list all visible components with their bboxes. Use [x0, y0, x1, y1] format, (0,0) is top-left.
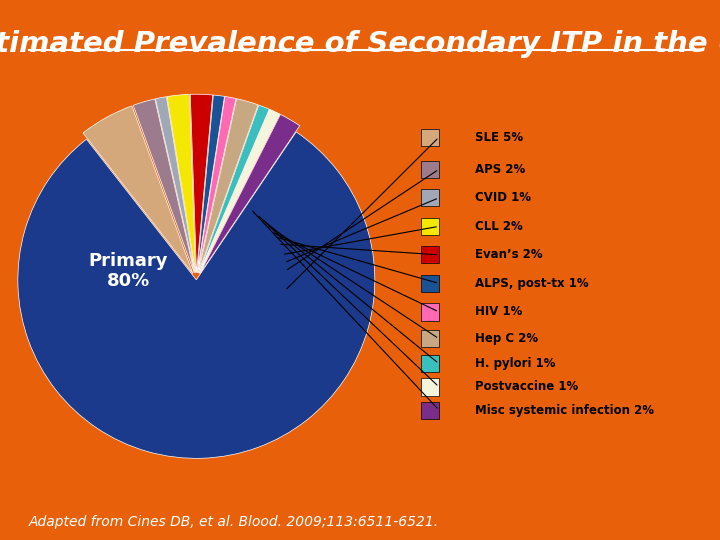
FancyBboxPatch shape — [421, 275, 439, 292]
Wedge shape — [197, 95, 225, 273]
Wedge shape — [198, 99, 258, 273]
Text: APS 2%: APS 2% — [474, 163, 525, 176]
Text: Hep C 2%: Hep C 2% — [474, 332, 538, 345]
Text: HIV 1%: HIV 1% — [474, 306, 522, 319]
FancyBboxPatch shape — [421, 379, 439, 395]
Wedge shape — [83, 106, 193, 274]
Text: SLE 5%: SLE 5% — [474, 131, 523, 144]
Wedge shape — [18, 132, 375, 458]
FancyBboxPatch shape — [421, 402, 439, 418]
Text: ALPS, post-tx 1%: ALPS, post-tx 1% — [474, 277, 588, 290]
Wedge shape — [200, 114, 300, 274]
Text: Estimated Prevalence of Secondary ITP in the US: Estimated Prevalence of Secondary ITP in… — [0, 30, 720, 58]
Wedge shape — [198, 97, 236, 273]
Text: H. pylori 1%: H. pylori 1% — [474, 357, 555, 370]
Wedge shape — [167, 94, 196, 273]
FancyBboxPatch shape — [421, 303, 439, 321]
Text: Evan’s 2%: Evan’s 2% — [474, 248, 542, 261]
Text: CLL 2%: CLL 2% — [474, 220, 523, 233]
Wedge shape — [133, 99, 194, 273]
FancyBboxPatch shape — [421, 129, 439, 146]
Text: Adapted from Cines DB, et al. Blood. 2009;113:6511-6521.: Adapted from Cines DB, et al. Blood. 200… — [29, 515, 439, 529]
FancyBboxPatch shape — [421, 246, 439, 264]
FancyBboxPatch shape — [421, 160, 439, 178]
Text: Misc systemic infection 2%: Misc systemic infection 2% — [474, 404, 654, 417]
FancyBboxPatch shape — [421, 189, 439, 206]
Wedge shape — [199, 109, 280, 273]
FancyBboxPatch shape — [421, 355, 439, 372]
Wedge shape — [190, 94, 212, 273]
FancyBboxPatch shape — [421, 330, 439, 347]
Wedge shape — [199, 105, 269, 273]
Wedge shape — [156, 97, 195, 273]
FancyBboxPatch shape — [421, 218, 439, 235]
Text: CVID 1%: CVID 1% — [474, 191, 531, 204]
Text: Postvaccine 1%: Postvaccine 1% — [474, 381, 578, 394]
Text: Primary
80%: Primary 80% — [89, 252, 168, 291]
